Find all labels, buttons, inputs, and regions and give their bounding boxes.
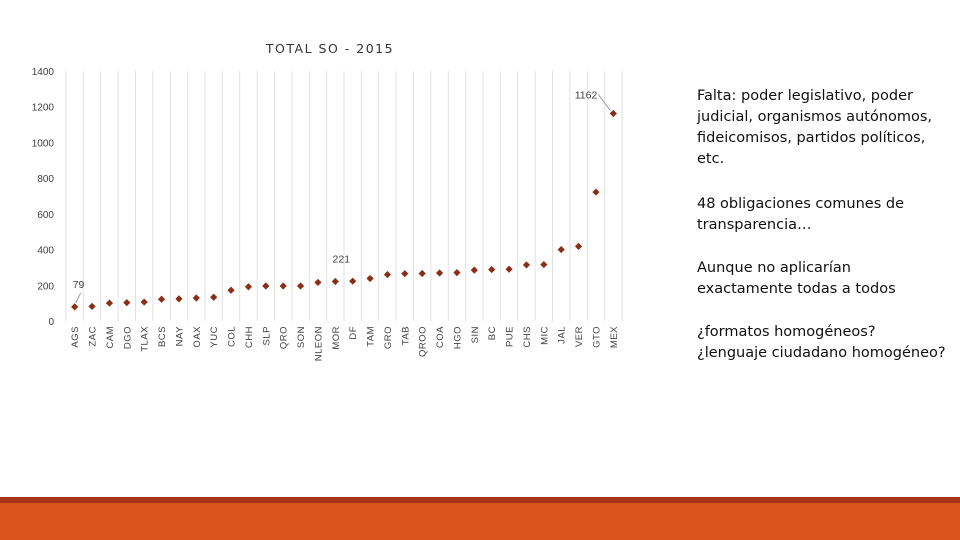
footer-bar <box>0 503 960 540</box>
x-tick-label: CHH <box>244 326 255 348</box>
y-tick-label: 200 <box>37 281 54 292</box>
x-tick-label: MOR <box>331 326 342 350</box>
data-point <box>540 260 548 269</box>
data-point <box>522 261 531 269</box>
data-point <box>349 277 357 285</box>
data-point <box>557 245 565 254</box>
data-label: 221 <box>333 254 351 266</box>
y-tick-label: 1000 <box>32 138 55 149</box>
data-point <box>88 302 96 310</box>
x-tick-label: COA <box>435 326 446 348</box>
data-point <box>401 270 409 278</box>
x-tick-label: TLAX <box>140 326 151 352</box>
data-label-leader <box>75 292 82 304</box>
x-tick-label: AGS <box>70 326 81 348</box>
note-homogeneous-formats: ¿formatos homogéneos? ¿lenguaje ciudadan… <box>697 324 946 361</box>
x-tick-label: QRO <box>279 326 290 349</box>
x-tick-label: TAM <box>366 326 377 347</box>
data-label-leader <box>597 94 611 111</box>
data-point <box>314 278 322 287</box>
data-point <box>105 299 114 307</box>
x-tick-label: DGO <box>122 326 133 349</box>
data-point <box>192 294 200 302</box>
y-tick-label: 800 <box>37 174 54 185</box>
data-point <box>140 298 148 306</box>
data-label: 79 <box>73 279 85 291</box>
data-point <box>383 270 392 279</box>
data-point <box>453 269 461 277</box>
y-tick-label: 400 <box>37 246 54 257</box>
data-point <box>262 282 270 290</box>
x-tick-label: OAX <box>192 326 203 348</box>
x-tick-label: ZAC <box>88 326 99 347</box>
y-tick-label: 1400 <box>32 67 55 78</box>
data-point <box>505 265 513 273</box>
note-common-obligations: 48 obligaciones comunes de transparencia… <box>697 196 904 233</box>
x-tick-label: BCS <box>157 326 168 347</box>
data-point <box>71 303 79 311</box>
x-tick-label: CHS <box>522 326 533 348</box>
x-tick-label: GTO <box>591 326 602 348</box>
x-tick-label: TAB <box>400 326 411 345</box>
data-point <box>175 295 183 303</box>
y-tick-label: 0 <box>48 317 54 328</box>
data-labels: 79 221 1162 <box>73 90 611 304</box>
x-tick-label: COL <box>227 326 238 347</box>
x-tick-label: SLP <box>261 326 272 345</box>
data-point <box>470 266 478 274</box>
x-tick-label: NLEON <box>313 326 324 361</box>
x-tick-label: JAL <box>557 326 568 344</box>
data-point <box>123 299 131 307</box>
x-tick-label: BC <box>487 326 498 340</box>
chart-gridlines <box>65 71 623 321</box>
data-point <box>488 265 496 274</box>
footer-accent-line <box>0 497 960 503</box>
data-label: 1162 <box>575 90 598 102</box>
x-tick-label: MEX <box>609 326 620 348</box>
x-tick-label: YUC <box>209 326 220 348</box>
data-points <box>71 109 617 311</box>
note-missing-entities: Falta: poder legislativo, poder judicial… <box>697 88 933 167</box>
x-tick-label: VER <box>574 326 585 347</box>
x-tick-label: QROO <box>418 326 429 357</box>
data-point <box>366 274 374 283</box>
note-not-all-apply: Aunque no aplicarían exactamente todas a… <box>697 260 896 297</box>
data-point <box>157 295 166 303</box>
x-tick-label: NAY <box>174 326 185 346</box>
data-point <box>210 293 218 301</box>
x-tick-label: SIN <box>470 326 481 343</box>
data-point <box>296 282 305 290</box>
x-axis: AGS ZAC CAM DGO TLAX BCS NAY OAX YUC COL CHH SLP QRO… <box>70 326 620 361</box>
y-axis: 0 200 400 600 800 1000 1200 1400 <box>32 67 55 328</box>
data-point <box>574 242 583 250</box>
y-tick-label: 1200 <box>32 103 55 114</box>
data-point <box>331 277 339 286</box>
x-tick-label: DF <box>348 326 359 340</box>
data-point <box>592 188 600 196</box>
data-point <box>418 269 426 278</box>
x-tick-label: PUE <box>505 326 516 347</box>
x-tick-label: HGO <box>452 326 463 349</box>
x-tick-label: MIC <box>539 326 550 345</box>
data-point <box>227 286 235 294</box>
scatter-chart: TOTAL SO - 2015 0 200 400 600 800 1000 1200 140… <box>32 41 623 361</box>
data-point <box>244 283 253 291</box>
x-tick-label: CAM <box>105 326 116 349</box>
x-tick-label: SON <box>296 326 307 348</box>
data-point <box>279 282 287 290</box>
data-point <box>435 269 444 277</box>
chart-title: TOTAL SO - 2015 <box>265 41 394 56</box>
y-tick-label: 600 <box>37 210 54 221</box>
x-tick-label: GRO <box>383 326 394 349</box>
data-point <box>609 109 617 118</box>
